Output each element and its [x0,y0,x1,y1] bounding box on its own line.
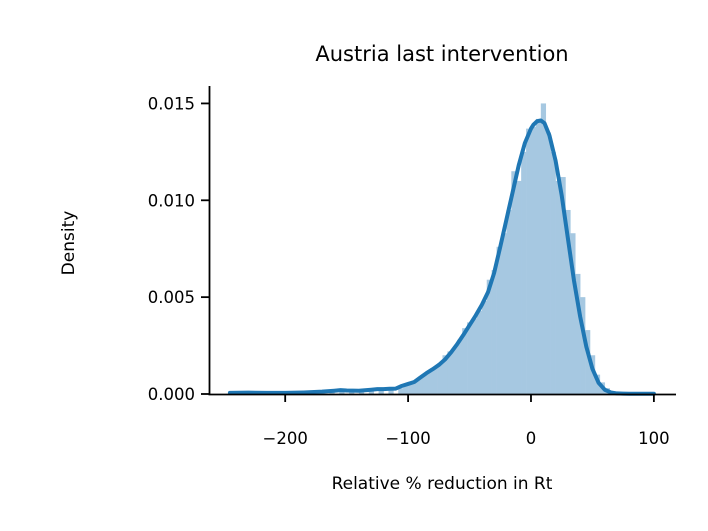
histogram-bar [427,370,433,394]
histogram-bar [545,132,551,395]
histogram-bar [457,339,463,394]
x-axis-label: Relative % reduction in Rt [332,474,553,494]
histogram-bar [589,355,596,394]
histogram-bar [521,151,527,394]
histogram-bar [471,318,478,394]
histogram-bar [403,385,409,394]
kde-curve [227,118,656,396]
histogram-bar [442,355,448,394]
histogram-bar [550,151,556,394]
histogram-bar [535,118,542,395]
histogram-bar [447,351,453,394]
histogram-bar [575,273,581,394]
histogram-bar [462,328,468,394]
y-axis-ticks: 0.000 0.005 0.010 0.015 [148,94,209,404]
histogram-bar [388,390,394,394]
histogram-bar [437,363,443,394]
histogram-bar [413,381,419,394]
x-tick-label: 100 [638,429,670,448]
histogram-bar [530,126,537,395]
histogram-bar [486,279,492,394]
histogram-bar [378,389,384,394]
histogram-bar [491,270,497,394]
histogram-bar [526,128,532,394]
histogram-bar [540,103,547,395]
histogram-bar [555,180,561,394]
histogram-bar [565,209,571,394]
histogram-bar [496,246,502,394]
histogram-bar [467,322,473,394]
histogram-bar [408,383,414,394]
histogram-bar [476,310,483,394]
histogram-bar [417,376,424,394]
x-tick-label: 0 [526,429,537,448]
histogram-bars [231,103,620,395]
histogram-bar [570,233,576,394]
histogram-bar [358,391,365,394]
y-tick-label: 0.005 [148,288,195,307]
x-tick-label: −100 [385,429,430,448]
y-tick-label: 0.000 [148,385,195,404]
y-tick-label: 0.010 [148,191,195,210]
x-tick-label: −200 [263,429,308,448]
histogram-bar [585,330,591,394]
histogram-bar [501,233,507,394]
histogram-bar [398,388,404,394]
chart-title: Austria last intervention [315,42,568,66]
histogram-bar [432,366,438,394]
histogram-bar [422,374,429,394]
histogram-bar [506,209,512,394]
histogram-bar [339,391,345,394]
y-tick-label: 0.015 [148,94,195,113]
histogram-bar [349,392,355,394]
histogram-bar [452,347,458,394]
histogram-bar [481,301,488,394]
y-axis-label: Density [59,211,79,276]
histogram-bar [368,390,374,394]
histogram-bar [516,180,522,394]
histogram-bar [560,177,566,394]
histogram-bar [580,297,586,394]
histogram-bar [511,171,517,394]
x-axis-ticks: −200 −100 0 100 [263,394,670,448]
